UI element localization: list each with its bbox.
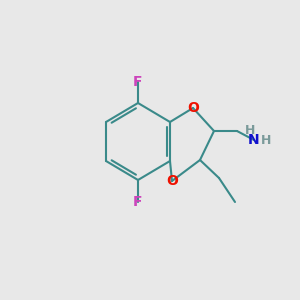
Text: H: H — [261, 134, 271, 146]
Text: H: H — [245, 124, 255, 136]
Text: F: F — [133, 195, 143, 209]
Text: F: F — [133, 75, 143, 89]
Text: N: N — [248, 133, 260, 147]
Text: O: O — [166, 174, 178, 188]
Text: O: O — [187, 101, 199, 115]
